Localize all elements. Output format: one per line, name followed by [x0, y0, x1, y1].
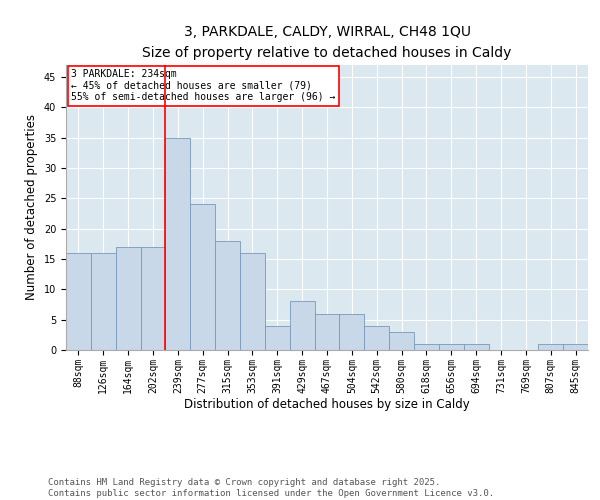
Bar — [340, 314, 364, 350]
Bar — [314, 314, 340, 350]
X-axis label: Distribution of detached houses by size in Caldy: Distribution of detached houses by size … — [184, 398, 470, 411]
Bar — [215, 241, 240, 350]
Bar — [140, 247, 166, 350]
Bar — [166, 138, 190, 350]
Bar — [538, 344, 563, 350]
Bar — [290, 302, 314, 350]
Bar — [389, 332, 414, 350]
Bar — [116, 247, 140, 350]
Bar — [91, 253, 116, 350]
Y-axis label: Number of detached properties: Number of detached properties — [25, 114, 38, 300]
Bar — [464, 344, 488, 350]
Bar — [66, 253, 91, 350]
Bar — [240, 253, 265, 350]
Bar — [563, 344, 588, 350]
Bar — [364, 326, 389, 350]
Bar — [190, 204, 215, 350]
Title: 3, PARKDALE, CALDY, WIRRAL, CH48 1QU
Size of property relative to detached house: 3, PARKDALE, CALDY, WIRRAL, CH48 1QU Siz… — [142, 25, 512, 59]
Bar — [414, 344, 439, 350]
Text: Contains HM Land Registry data © Crown copyright and database right 2025.
Contai: Contains HM Land Registry data © Crown c… — [48, 478, 494, 498]
Bar — [439, 344, 464, 350]
Text: 3 PARKDALE: 234sqm
← 45% of detached houses are smaller (79)
55% of semi-detache: 3 PARKDALE: 234sqm ← 45% of detached hou… — [71, 70, 335, 102]
Bar — [265, 326, 290, 350]
